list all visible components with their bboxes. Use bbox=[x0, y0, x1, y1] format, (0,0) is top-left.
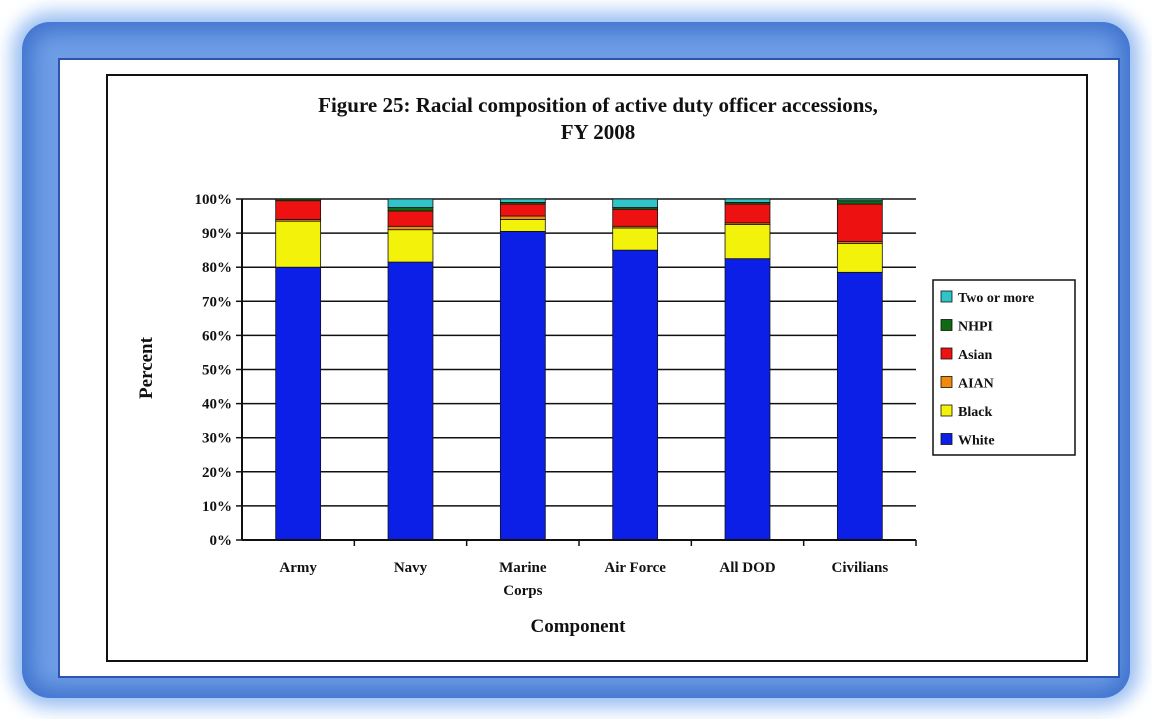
legend-label: NHPI bbox=[958, 320, 993, 335]
chart-title-line2: FY 2008 bbox=[561, 120, 635, 144]
bar-segment-black bbox=[387, 229, 434, 263]
y-tick-label: 50% bbox=[202, 363, 232, 379]
y-tick-label: 30% bbox=[202, 431, 232, 447]
y-tick-label: 90% bbox=[202, 226, 232, 242]
bar-segment-nhpi bbox=[275, 198, 322, 202]
y-tick-label: 10% bbox=[202, 499, 232, 515]
legend-swatch bbox=[940, 319, 953, 331]
bar-segment-aian bbox=[387, 225, 434, 231]
y-tick-label: 60% bbox=[202, 328, 232, 344]
bar-segment-two-or-more bbox=[612, 198, 659, 208]
y-tick-label: 40% bbox=[202, 397, 232, 413]
bar-segment-white bbox=[836, 271, 883, 541]
chart-panel bbox=[106, 74, 1088, 662]
legend-label: Asian bbox=[958, 348, 992, 363]
legend-swatch bbox=[940, 404, 953, 417]
legend-label: AIAN bbox=[958, 377, 994, 392]
bar-segment-asian bbox=[499, 203, 546, 217]
x-category-label: Air Force bbox=[604, 560, 666, 576]
legend-label: White bbox=[958, 434, 995, 449]
x-category-label: Corps bbox=[503, 583, 542, 599]
bar-segment-white bbox=[275, 266, 322, 541]
bar-segment-asian bbox=[836, 203, 883, 243]
x-category-label: Navy bbox=[394, 560, 428, 576]
bar-segment-white bbox=[612, 249, 659, 541]
y-tick-label: 70% bbox=[202, 294, 232, 310]
bar-segment-white bbox=[499, 230, 546, 541]
y-axis-title: Percent bbox=[136, 336, 157, 399]
bar-segment-asian bbox=[724, 203, 771, 224]
legend-swatch bbox=[940, 376, 953, 388]
bar-segment-black bbox=[724, 224, 771, 260]
bar-segment-black bbox=[275, 220, 322, 268]
chart-title-line1: Figure 25: Racial composition of active … bbox=[318, 93, 878, 117]
bar-segment-two-or-more bbox=[499, 198, 546, 203]
x-category-label: Army bbox=[279, 560, 317, 576]
y-tick-label: 20% bbox=[202, 465, 232, 481]
bar-segment-asian bbox=[387, 210, 434, 227]
bar-segment-two-or-more bbox=[836, 198, 883, 202]
bar-segment-black bbox=[612, 227, 659, 251]
bar-segment-asian bbox=[612, 208, 659, 227]
x-category-label: Marine bbox=[499, 560, 547, 576]
legend-label: Two or more bbox=[958, 291, 1034, 306]
bar-segment-black bbox=[499, 219, 546, 232]
bar-segment-black bbox=[836, 242, 883, 273]
x-axis-title: Component bbox=[530, 616, 626, 637]
bar-segment-nhpi bbox=[836, 200, 883, 205]
y-tick-label: 100% bbox=[195, 192, 233, 208]
legend-box bbox=[932, 279, 1076, 456]
bar-segment-asian bbox=[275, 200, 322, 220]
legend-swatch bbox=[940, 347, 953, 360]
legend-swatch bbox=[940, 433, 953, 445]
x-category-label: All DOD bbox=[719, 560, 775, 576]
bar-segment-nhpi bbox=[387, 207, 434, 212]
legend-swatch bbox=[940, 290, 953, 303]
bar-segment-aian bbox=[499, 215, 546, 220]
y-tick-label: 0% bbox=[210, 533, 233, 549]
bar-segment-two-or-more bbox=[387, 198, 434, 208]
x-category-label: Civilians bbox=[831, 560, 888, 576]
bar-segment-white bbox=[387, 261, 434, 541]
legend-label: Black bbox=[958, 405, 992, 420]
bar-segment-white bbox=[724, 258, 771, 541]
y-tick-label: 80% bbox=[202, 260, 232, 276]
bar-segment-two-or-more bbox=[724, 198, 771, 203]
